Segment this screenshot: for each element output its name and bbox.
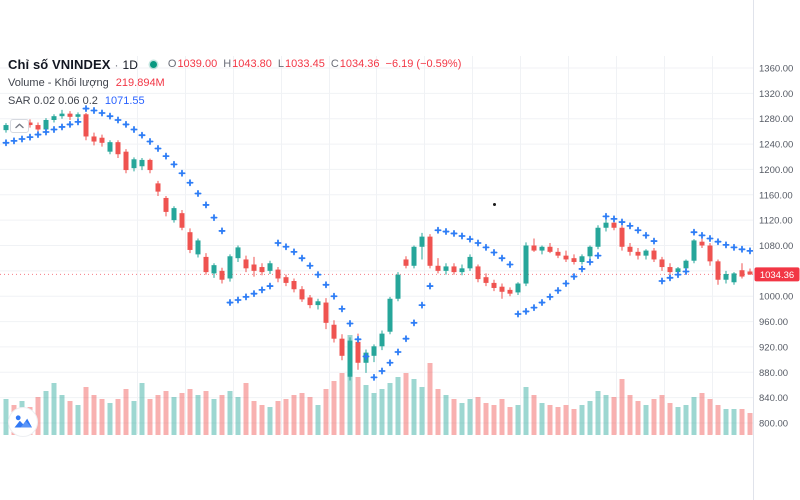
price-axis-label: 960.00 [759,317,788,328]
grid-lines [0,56,753,434]
tradingview-logo-icon [8,407,38,437]
low-label: L [277,58,285,70]
timeframe-label[interactable]: 1D [122,57,138,72]
volume-bars [3,335,753,435]
sar-indicator-label: SAR 0.02 0.06 0.2 [8,95,98,107]
price-axis-label: 1320.00 [759,89,793,100]
legend: Chỉ số VNINDEX · 1D O 1039.00 H 1043.80 … [8,58,461,107]
title-separator: · [114,57,119,72]
open-value: 1039.00 [177,58,218,70]
price-axis-label: 1200.00 [759,165,793,176]
price-axis-label: 1120.00 [759,216,793,227]
market-status-icon[interactable] [149,61,157,68]
price-axis-label: 1000.00 [759,292,793,303]
price-axis-label: 1280.00 [759,114,793,125]
price-axis-label: 1360.00 [759,64,793,75]
low-value: 1033.45 [285,58,325,70]
last-price-badge: 1034.36 [754,267,800,282]
close-label: C [330,58,339,70]
price-axis-label: 1240.00 [759,140,793,151]
price-axis-label: 800.00 [759,419,788,430]
chevron-up-icon [15,123,24,129]
volume-indicator-row[interactable]: Volume - Khối lượng 219.894M [8,78,461,89]
symbol-row: Chỉ số VNINDEX · 1D O 1039.00 H 1043.80 … [8,58,461,71]
high-value: 1043.80 [232,58,272,70]
close-value: 1034.36 [339,58,380,70]
stray-marker-dot [493,203,496,206]
tradingview-logo[interactable] [7,406,39,438]
high-label: H [223,58,232,70]
price-axis-label: 1080.00 [759,241,793,252]
volume-indicator-value: 219.894M [115,77,165,89]
change-value: −6.19 (−0.59%) [385,58,462,70]
price-axis-label: 840.00 [759,393,788,404]
price-axis[interactable]: 1360.00 1320.00 1280.00 1240.00 1200.00 1160.… [753,0,794,500]
ohlc-readout: O 1039.00 H 1043.80 L 1033.45 C 1034.36 … [168,59,462,70]
svg-text:1034.36: 1034.36 [760,270,794,281]
open-label: O [167,58,177,70]
price-axis-label: 920.00 [759,342,788,353]
sar-indicator-row[interactable]: SAR 0.02 0.06 0.2 1071.55 [8,96,461,107]
parabolic-sar-dots [2,105,754,381]
symbol-title[interactable]: Chỉ số VNINDEX [8,57,111,72]
price-axis-label: 880.00 [759,368,788,379]
collapse-legend-button[interactable] [10,119,29,133]
volume-indicator-label: Volume - Khối lượng [8,77,109,89]
sar-indicator-value: 1071.55 [104,95,145,107]
candlestick-series [3,109,753,381]
price-axis-label: 1160.00 [759,190,793,201]
